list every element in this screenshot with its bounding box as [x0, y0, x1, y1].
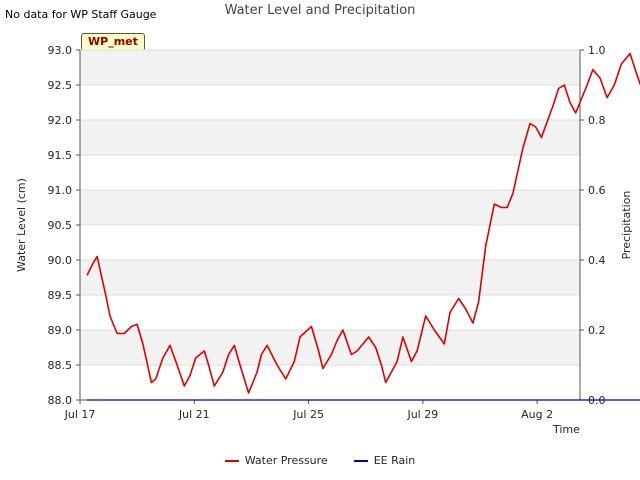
- legend-label-water-pressure: Water Pressure: [244, 454, 328, 467]
- y-right-tick-label: 0.6: [588, 184, 606, 197]
- x-tick-label: Aug 2: [521, 408, 553, 421]
- legend-label-ee-rain: EE Rain: [373, 454, 416, 467]
- y-right-tick-label: 0.2: [588, 324, 606, 337]
- chart-title: Water Level and Precipitation: [224, 3, 416, 18]
- series-line-water-pressure: [86, 52, 640, 394]
- y-left-tick-label: 92.0: [48, 114, 73, 127]
- background-band: [80, 190, 580, 225]
- y-right-tick-label: 1.0: [588, 44, 606, 57]
- x-tick-label: Jul 29: [406, 408, 438, 421]
- y-left-tick-label: 90.0: [48, 254, 73, 267]
- background-band: [80, 260, 580, 295]
- y-left-tick-label: 93.0: [48, 44, 73, 57]
- no-data-note: No data for WP Staff Gauge: [5, 8, 157, 21]
- y-left-tick-label: 90.5: [48, 219, 73, 232]
- y-right-tick-label: 0.8: [588, 114, 606, 127]
- x-tick-label: Jul 25: [292, 408, 324, 421]
- y-left-tick-label: 91.0: [48, 184, 73, 197]
- y-left-tick-label: 89.0: [48, 324, 73, 337]
- y-right-tick-label: 0.4: [588, 254, 606, 267]
- legend-swatch-ee-rain: [353, 459, 368, 462]
- background-band: [80, 330, 580, 365]
- y-left-tick-label: 88.5: [48, 359, 73, 372]
- background-band: [80, 120, 580, 155]
- y-left-tick-label: 88.0: [48, 394, 73, 407]
- y-left-tick-label: 89.5: [48, 289, 73, 302]
- x-axis-label: Time: [553, 423, 580, 436]
- y-left-tick-label: 91.5: [48, 149, 73, 162]
- legend-item-water-pressure: Water Pressure: [224, 454, 328, 467]
- y-left-tick-label: 92.5: [48, 79, 73, 92]
- site-badge: WP_met: [81, 33, 145, 51]
- x-tick-label: Jul 17: [64, 408, 96, 421]
- background-band: [80, 50, 580, 85]
- legend-item-ee-rain: EE Rain: [353, 454, 416, 467]
- x-tick-label: Jul 21: [178, 408, 210, 421]
- legend-swatch-water-pressure: [224, 459, 239, 462]
- legend: Water Pressure EE Rain: [0, 454, 640, 467]
